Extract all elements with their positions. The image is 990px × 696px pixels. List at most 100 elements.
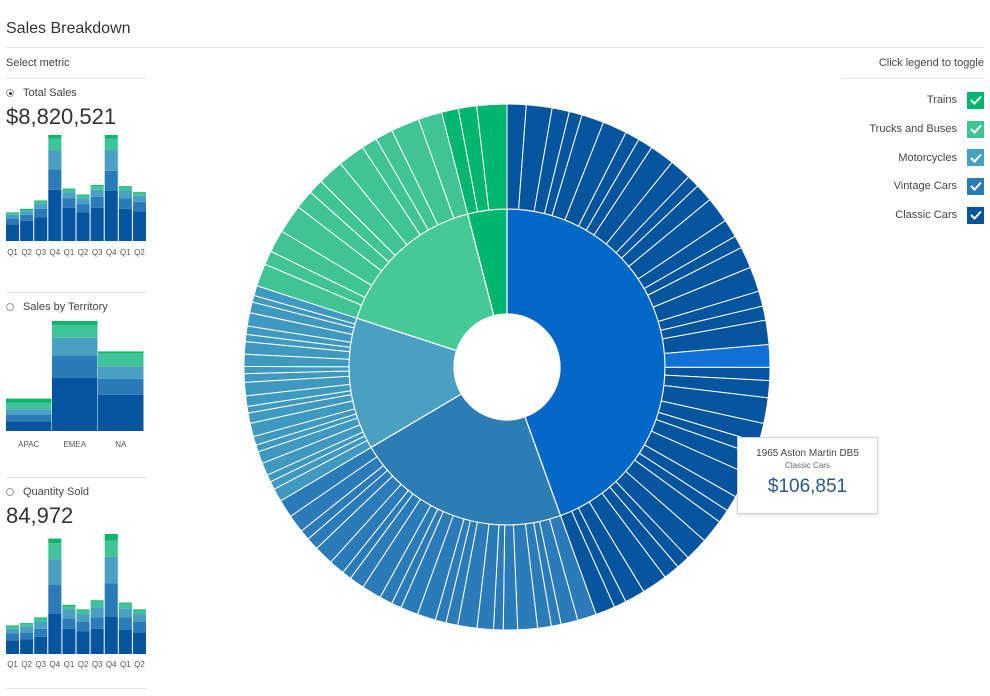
quantity-sold-chart[interactable]: Q1 Q2 Q3 Q4 Q1 Q2 Q3 Q4 Q1 Q2 xyxy=(6,530,147,670)
bar-segment[interactable] xyxy=(132,195,146,202)
territory-chart[interactable]: APAC EMEA NA xyxy=(6,317,147,467)
bar-segment[interactable] xyxy=(62,604,76,606)
bar-segment[interactable] xyxy=(104,170,118,191)
bar-segment[interactable] xyxy=(76,195,90,199)
bar-segment[interactable] xyxy=(52,355,98,378)
bar-segment[interactable] xyxy=(132,609,146,611)
bar-segment[interactable] xyxy=(48,169,62,190)
bar-segment[interactable] xyxy=(104,190,118,241)
bar-segment[interactable] xyxy=(20,214,34,221)
bar-segment[interactable] xyxy=(6,224,20,241)
sunburst-outer-segment[interactable] xyxy=(476,103,508,211)
bar-segment[interactable] xyxy=(76,614,90,622)
bar-segment[interactable] xyxy=(34,618,48,622)
bar-segment[interactable] xyxy=(48,189,62,241)
bar-segment[interactable] xyxy=(34,628,48,637)
bar-segment[interactable] xyxy=(104,540,118,557)
bar-segment[interactable] xyxy=(132,201,146,212)
bar-segment[interactable] xyxy=(62,189,76,193)
bar-segment[interactable] xyxy=(90,207,104,241)
bar-segment[interactable] xyxy=(132,192,146,194)
bar-segment[interactable] xyxy=(98,353,144,367)
checkbox-check-icon[interactable] xyxy=(967,177,984,195)
checkbox-check-icon[interactable] xyxy=(967,91,984,109)
bar-segment[interactable] xyxy=(48,559,62,585)
bar-segment[interactable] xyxy=(98,394,144,431)
bar-segment[interactable] xyxy=(6,212,20,214)
bar-segment[interactable] xyxy=(76,610,90,614)
bar-segment[interactable] xyxy=(6,402,52,410)
checkbox-check-icon[interactable] xyxy=(967,149,984,167)
bar-segment[interactable] xyxy=(34,200,48,202)
bar-segment[interactable] xyxy=(118,208,132,241)
bar-segment[interactable] xyxy=(6,398,52,403)
bar-segment[interactable] xyxy=(6,640,20,654)
metric-total-sales[interactable]: Total Sales $8,820,521 Q1 Q2 Q3 Q4 Q1 Q2 Q3 Q4 Q… xyxy=(6,83,147,293)
bar-segment[interactable] xyxy=(76,204,90,213)
bar-segment[interactable] xyxy=(76,609,90,611)
bar-segment[interactable] xyxy=(6,213,20,215)
bar-segment[interactable] xyxy=(52,321,98,325)
bar-segment[interactable] xyxy=(90,600,104,602)
bar-segment[interactable] xyxy=(6,421,52,431)
bar-segment[interactable] xyxy=(52,377,98,431)
bar-segment[interactable] xyxy=(6,409,52,415)
bar-segment[interactable] xyxy=(48,135,62,139)
total-sales-chart[interactable]: Q1 Q2 Q3 Q4 Q1 Q2 Q3 Q4 Q1 Q2 xyxy=(6,131,147,271)
bar-segment[interactable] xyxy=(90,601,104,608)
bar-segment[interactable] xyxy=(62,628,76,654)
bar-segment[interactable] xyxy=(132,632,146,654)
checkbox-check-icon[interactable] xyxy=(967,120,984,138)
legend-item-vintage-cars[interactable]: Vintage Cars xyxy=(824,172,984,201)
bar-segment[interactable] xyxy=(104,150,118,171)
bar-segment[interactable] xyxy=(34,636,48,654)
bar-segment[interactable] xyxy=(6,218,20,225)
bar-segment[interactable] xyxy=(132,193,146,196)
bar-segment[interactable] xyxy=(62,618,76,629)
bar-segment[interactable] xyxy=(98,378,144,395)
bar-segment[interactable] xyxy=(90,185,104,187)
bar-segment[interactable] xyxy=(76,622,90,632)
metric-quantity-sold[interactable]: Quantity Sold 84,972 Q1 Q2 Q3 Q4 Q1 Q2 Q3 Q4 Q1 Q… xyxy=(6,482,147,689)
bar-segment[interactable] xyxy=(48,543,62,560)
bar-segment[interactable] xyxy=(20,626,34,633)
bar-segment[interactable] xyxy=(6,633,20,641)
bar-segment[interactable] xyxy=(34,208,48,218)
bar-segment[interactable] xyxy=(90,607,104,618)
bar-segment[interactable] xyxy=(48,150,62,170)
bar-segment[interactable] xyxy=(76,631,90,654)
bar-segment[interactable] xyxy=(34,201,48,205)
bar-segment[interactable] xyxy=(132,622,146,633)
bar-segment[interactable] xyxy=(48,584,62,614)
bar-segment[interactable] xyxy=(76,212,90,241)
bar-segment[interactable] xyxy=(34,622,48,629)
radio-total-sales[interactable]: Total Sales xyxy=(6,83,147,103)
bar-segment[interactable] xyxy=(20,211,34,215)
bar-segment[interactable] xyxy=(104,583,118,617)
bar-segment[interactable] xyxy=(62,192,76,199)
bar-segment[interactable] xyxy=(20,220,34,241)
bar-segment[interactable] xyxy=(90,189,104,197)
bar-segment[interactable] xyxy=(48,138,62,151)
bar-segment[interactable] xyxy=(98,366,144,379)
bar-segment[interactable] xyxy=(6,625,20,627)
bar-segment[interactable] xyxy=(6,626,20,629)
bar-segment[interactable] xyxy=(118,198,132,209)
bar-segment[interactable] xyxy=(52,324,98,338)
bar-segment[interactable] xyxy=(104,556,118,584)
bar-segment[interactable] xyxy=(132,610,146,614)
bar-segment[interactable] xyxy=(20,208,34,211)
bar-segment[interactable] xyxy=(48,538,62,544)
radio-button[interactable] xyxy=(6,488,14,496)
bar-segment[interactable] xyxy=(62,609,76,619)
checkbox-check-icon[interactable] xyxy=(967,206,984,224)
bar-segment[interactable] xyxy=(62,188,76,190)
legend-item-trains[interactable]: Trains xyxy=(824,86,984,115)
bar-segment[interactable] xyxy=(118,630,132,654)
radio-button[interactable] xyxy=(6,303,14,311)
bar-segment[interactable] xyxy=(34,617,48,619)
metric-sales-by-territory[interactable]: Sales by Territory APAC EMEA NA xyxy=(6,297,147,478)
radio-quantity-sold[interactable]: Quantity Sold xyxy=(6,482,147,502)
bar-segment[interactable] xyxy=(90,196,104,208)
bar-segment[interactable] xyxy=(118,602,132,604)
